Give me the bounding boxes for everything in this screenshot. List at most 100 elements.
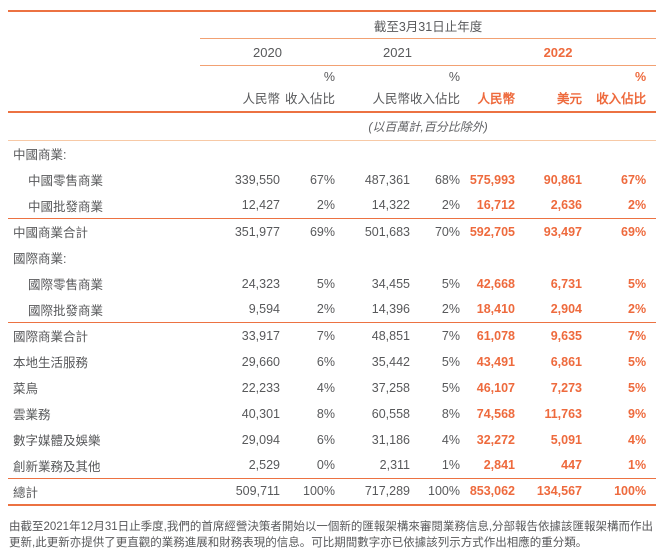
cell-value: 7% [628,328,647,343]
cell-value: 100% [280,478,335,506]
column-labels-row: 人民幣 收入佔比 人民幣 收入佔比 人民幣 美元 收入佔比 [8,85,657,113]
row-label: 國際批發商業 [8,296,200,323]
table-row: 本地生活服務 29,660 6% 35,442 5% 43,491 6,861 5% [8,349,656,375]
cell-value: 32,272 [476,432,515,447]
cell-value: 339,550 [234,172,280,187]
cell-value: 9,635 [550,328,582,343]
spacer-cell [8,85,200,113]
row-label: 本地生活服務 [13,356,89,370]
cell-value: 5% [628,354,647,369]
year-2021: 2021 [335,38,460,66]
cell-value: 4% [316,380,335,395]
row-label: 國際商業: [13,252,67,266]
period-row: 截至3月31日止年度 [8,11,657,39]
cell-value: 90,861 [543,172,582,187]
spacer-cell [515,66,582,86]
pct-symbol-2020: % [323,70,335,84]
spacer-cell [8,39,200,66]
col-pct-2022: 收入佔比 [582,85,657,113]
row-label: 中國零售商業 [28,174,104,188]
cell-value: 31,186 [371,432,410,447]
cell-value: 16,712 [460,192,515,219]
row-label: 中國商業合計 [13,226,89,241]
cell-value: 5% [628,380,647,395]
cell-value [410,141,460,167]
cell-value: 40,301 [241,406,280,421]
cell-value: 7% [441,328,460,343]
cell-value: 67% [309,172,335,187]
cell-value: 2% [410,296,460,323]
cell-value: 8% [441,406,460,421]
cell-value: 853,062 [460,478,515,506]
col-rmb-2021: 人民幣 [335,85,410,113]
row-label: 國際商業合計 [13,330,89,345]
col-rmb-2020: 人民幣 [200,85,280,113]
table-row: 國際零售商業 24,323 5% 34,455 5% 42,668 6,731 5% [8,271,656,297]
col-pct-2021: 收入佔比 [410,85,460,113]
cell-value: 93,497 [543,224,582,239]
cell-value: 2,636 [515,192,582,219]
table-row: 總計 509,711 100% 717,289 100% 853,062 134,567 10… [8,478,657,506]
cell-value: 2,529 [200,452,280,479]
table-row: 菜鳥 22,233 4% 37,258 5% 46,107 7,273 5% [8,375,656,401]
cell-value: 6% [316,354,335,369]
cell-value: 29,660 [241,354,280,369]
cell-value: 29,094 [241,432,280,447]
cell-value: 2,841 [460,452,515,479]
cell-value: 18,410 [460,296,515,323]
col-pct-2020: 收入佔比 [280,85,335,113]
footnote: 由截至2021年12月31日止季度,我們的首席經營決策者開始以一個新的匯報架構來… [9,520,654,549]
cell-value: 48,851 [371,328,410,343]
table-row: 雲業務 40,301 8% 60,558 8% 74,568 11,763 9% [8,401,656,427]
spacer-cell [8,11,200,39]
cell-value: 2,311 [335,452,410,479]
cell-value: 5,091 [550,432,582,447]
row-label: 中國批發商業 [8,192,200,219]
cell-value: 14,396 [335,296,410,323]
row-label: 總計 [8,478,200,506]
cell-value: 1% [410,452,460,479]
cell-value: 4% [441,432,460,447]
table-row: 數字媒體及娛樂 29,094 6% 31,186 4% 32,272 5,091 4% [8,427,656,453]
cell-value: 2% [582,192,657,219]
cell-value: 35,442 [371,354,410,369]
cell-value: 509,711 [200,478,280,506]
cell-value: 100% [410,478,460,506]
segment-revenue-table: 截至3月31日止年度 2020 2021 2022 % % % 人民幣 [8,10,657,506]
pct-symbol-2022: % [634,70,647,84]
cell-value: 6,731 [550,276,582,291]
cell-value [582,141,656,167]
cell-value [410,245,460,271]
percent-symbol-row: % % % [8,66,656,86]
cell-value: 2% [280,296,335,323]
table-row: 中國批發商業 12,427 2% 14,322 2% 16,712 2,636 2% [8,192,657,219]
cell-value: 134,567 [515,478,582,506]
row-label: 菜鳥 [13,382,39,396]
cell-value: 5% [628,276,647,291]
cell-value: 2% [410,192,460,219]
spacer-cell [200,66,280,86]
cell-value: 5% [316,276,335,291]
table-row: 國際商業: [8,245,656,271]
cell-value: 33,917 [241,328,280,343]
cell-value: 487,361 [364,172,410,187]
row-label: 中國商業: [13,148,67,163]
spacer-cell [335,66,410,86]
cell-value [460,141,515,167]
cell-value: 2% [280,192,335,219]
cell-value: 592,705 [469,224,515,239]
unit-note-row: (以百萬計,百分比除外) [8,112,657,141]
cell-value: 7,273 [550,380,582,395]
cell-value: 24,323 [241,276,280,291]
cell-value: 61,078 [476,328,515,343]
cell-value: 70% [434,224,460,239]
year-2022: 2022 [460,38,657,66]
row-label: 雲業務 [13,408,51,422]
cell-value: 22,233 [241,380,280,395]
cell-value [460,245,515,271]
cell-value: 4% [628,432,647,447]
pct-symbol-2021: % [448,70,460,84]
cell-value [200,245,280,271]
row-label: 數字媒體及娛樂 [13,434,101,448]
period-header: 截至3月31日止年度 [200,11,657,39]
